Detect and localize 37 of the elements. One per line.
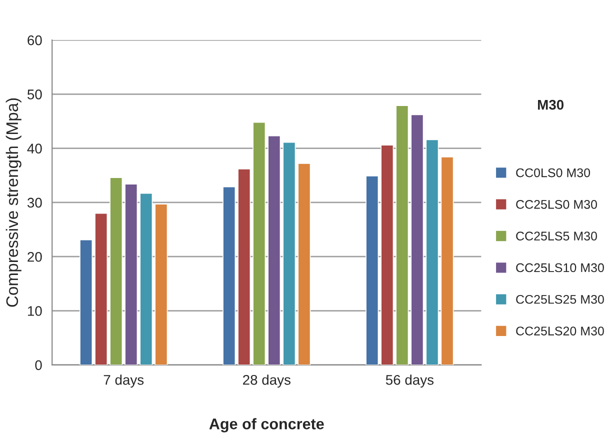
y-tick-label: 50	[27, 90, 42, 100]
bar	[154, 204, 168, 365]
legend-label: CC25LS0 M30	[516, 200, 597, 209]
y-tick-label: 30	[27, 198, 42, 208]
x-tick-label: 28 days	[243, 374, 290, 388]
x-axis-title: Age of concrete	[209, 418, 324, 432]
bar	[426, 139, 439, 365]
bar	[298, 163, 311, 365]
bar	[366, 176, 379, 365]
legend-label: CC25LS25 M30	[516, 294, 604, 304]
legend-label: CC25LS5 M30	[516, 232, 597, 240]
bar	[440, 156, 454, 365]
bar	[110, 177, 123, 365]
bar	[222, 186, 236, 365]
bar	[282, 142, 296, 365]
bar	[140, 192, 153, 365]
bar	[124, 184, 138, 365]
bar	[80, 239, 93, 365]
legend-label: CC25LS20 M30	[516, 326, 604, 336]
legend-title: M30	[538, 100, 564, 110]
bar	[410, 114, 424, 365]
bar	[396, 105, 409, 365]
y-tick-label: 60	[28, 35, 42, 46]
bar	[380, 144, 394, 365]
bar	[268, 135, 281, 365]
y-tick-label: 20	[28, 252, 42, 262]
bar	[238, 168, 251, 365]
legend-label: CC0LS0 M30	[516, 168, 590, 178]
x-tick-label: 56 days	[386, 374, 434, 388]
x-tick-label: 7 days	[104, 374, 144, 388]
bar	[252, 122, 266, 365]
y-axis-title: Compressive strength (Mpa)	[6, 98, 22, 307]
bar	[94, 212, 108, 365]
y-tick-label: 10	[28, 306, 42, 316]
y-tick-label: 40	[27, 144, 42, 154]
legend-label: CC25LS10 M30	[516, 263, 604, 272]
y-tick-label: 0	[35, 360, 42, 370]
